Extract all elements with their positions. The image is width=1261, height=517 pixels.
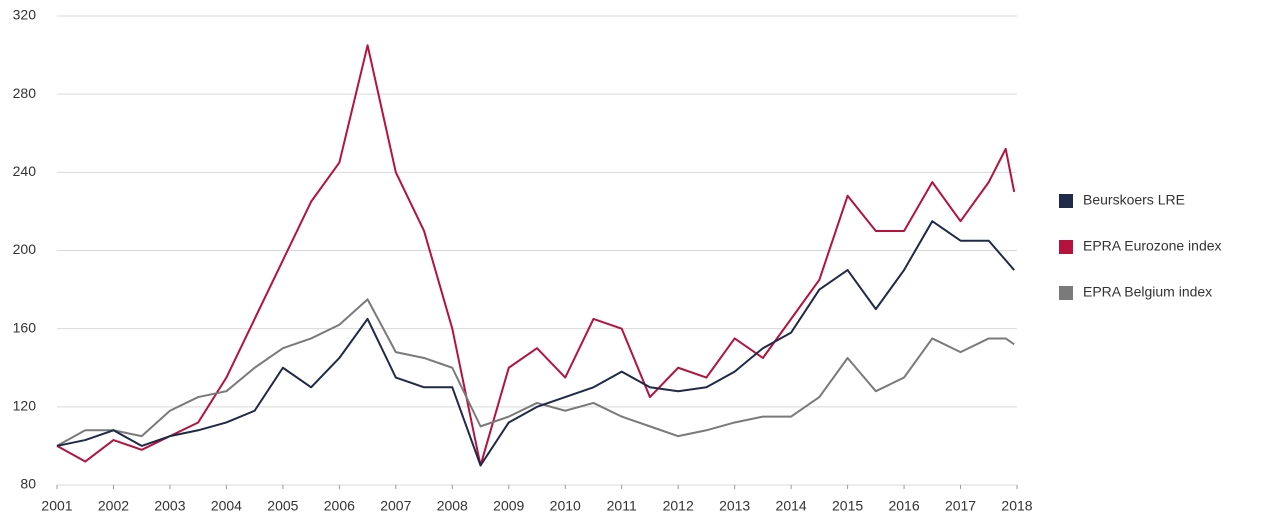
x-tick-label: 2013	[719, 498, 750, 514]
x-tick-label: 2017	[945, 498, 976, 514]
series-line	[56, 298, 1015, 447]
x-tick-label: 2016	[888, 498, 919, 514]
x-tick-label: 2005	[267, 498, 298, 514]
x-tick-label: 2007	[380, 498, 411, 514]
x-tick-label: 2012	[663, 498, 694, 514]
x-tick-label: 2015	[832, 498, 863, 514]
legend-label: EPRA Eurozone index	[1083, 238, 1222, 254]
x-tick-label: 2010	[550, 498, 581, 514]
x-tick-label: 2004	[211, 498, 242, 514]
x-tick-label: 2003	[154, 498, 185, 514]
legend-swatch	[1059, 240, 1073, 254]
legend-swatch	[1059, 194, 1073, 208]
x-tick-label: 2011	[607, 498, 637, 514]
y-tick-label: 80	[20, 476, 36, 492]
y-tick-label: 200	[13, 241, 37, 257]
y-tick-label: 240	[13, 163, 37, 179]
x-tick-label: 2008	[437, 498, 468, 514]
x-tick-label: 2009	[493, 498, 524, 514]
x-tick-label: 2006	[324, 498, 355, 514]
x-tick-label: 2002	[98, 498, 129, 514]
y-tick-label: 280	[13, 85, 37, 101]
y-tick-label: 160	[13, 319, 37, 335]
y-tick-label: 320	[13, 7, 37, 23]
series-line	[56, 44, 1016, 467]
x-tick-label: 2014	[776, 498, 807, 514]
x-tick-label: 2018	[1001, 498, 1032, 514]
series-line	[56, 220, 1015, 467]
x-tick-label: 2001	[41, 498, 72, 514]
y-tick-label: 120	[13, 398, 37, 414]
legend-label: EPRA Belgium index	[1083, 284, 1212, 300]
legend-label: Beurskoers LRE	[1083, 192, 1185, 208]
legend-swatch	[1059, 286, 1073, 300]
